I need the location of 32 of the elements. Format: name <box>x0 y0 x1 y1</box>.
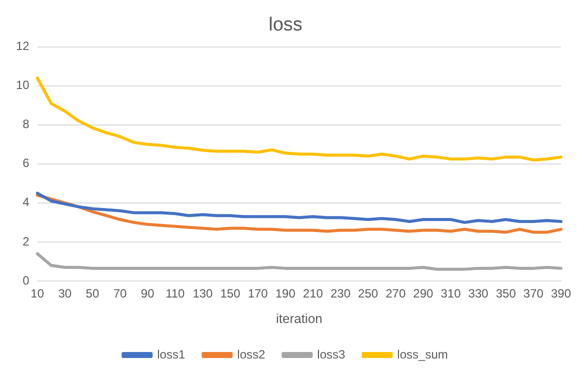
x-tick-label: 290 <box>413 286 434 301</box>
x-tick-label: 230 <box>330 286 351 301</box>
x-tick-label: 210 <box>302 286 324 301</box>
chart-title: loss <box>268 14 302 36</box>
x-tick-label: 130 <box>192 286 214 301</box>
x-tick-label: 110 <box>166 286 186 301</box>
x-tick-label: 270 <box>386 286 406 301</box>
x-tick-label: 350 <box>496 286 516 301</box>
x-tick-label: 170 <box>248 286 268 301</box>
x-axis-title: iteration <box>276 310 322 326</box>
x-tick-label: 190 <box>275 286 296 301</box>
x-tick-label: 250 <box>358 286 378 301</box>
y-tick-label: 6 <box>22 156 30 170</box>
legend-label: loss1 <box>157 347 186 362</box>
x-tick-label: 390 <box>550 286 572 301</box>
x-tick-label: 370 <box>523 286 544 301</box>
legend-label: loss3 <box>317 347 346 362</box>
y-tick-label: 10 <box>16 78 30 92</box>
x-tick-label: 50 <box>86 286 100 301</box>
y-tick-label: 0 <box>22 273 30 288</box>
legend-label: loss2 <box>237 347 266 362</box>
x-tick-label: 70 <box>113 286 128 301</box>
y-tick-label: 12 <box>16 39 30 54</box>
y-tick-label: 2 <box>22 234 30 248</box>
x-tick-label: 310 <box>440 286 462 301</box>
x-tick-label: 90 <box>140 286 155 301</box>
x-tick-label: 330 <box>468 286 489 301</box>
y-tick-label: 4 <box>22 195 30 210</box>
x-tick-label: 150 <box>220 286 241 301</box>
y-tick-label: 8 <box>22 117 30 132</box>
x-tick-label: 30 <box>58 286 72 301</box>
legend-label: loss_sum <box>397 347 448 362</box>
